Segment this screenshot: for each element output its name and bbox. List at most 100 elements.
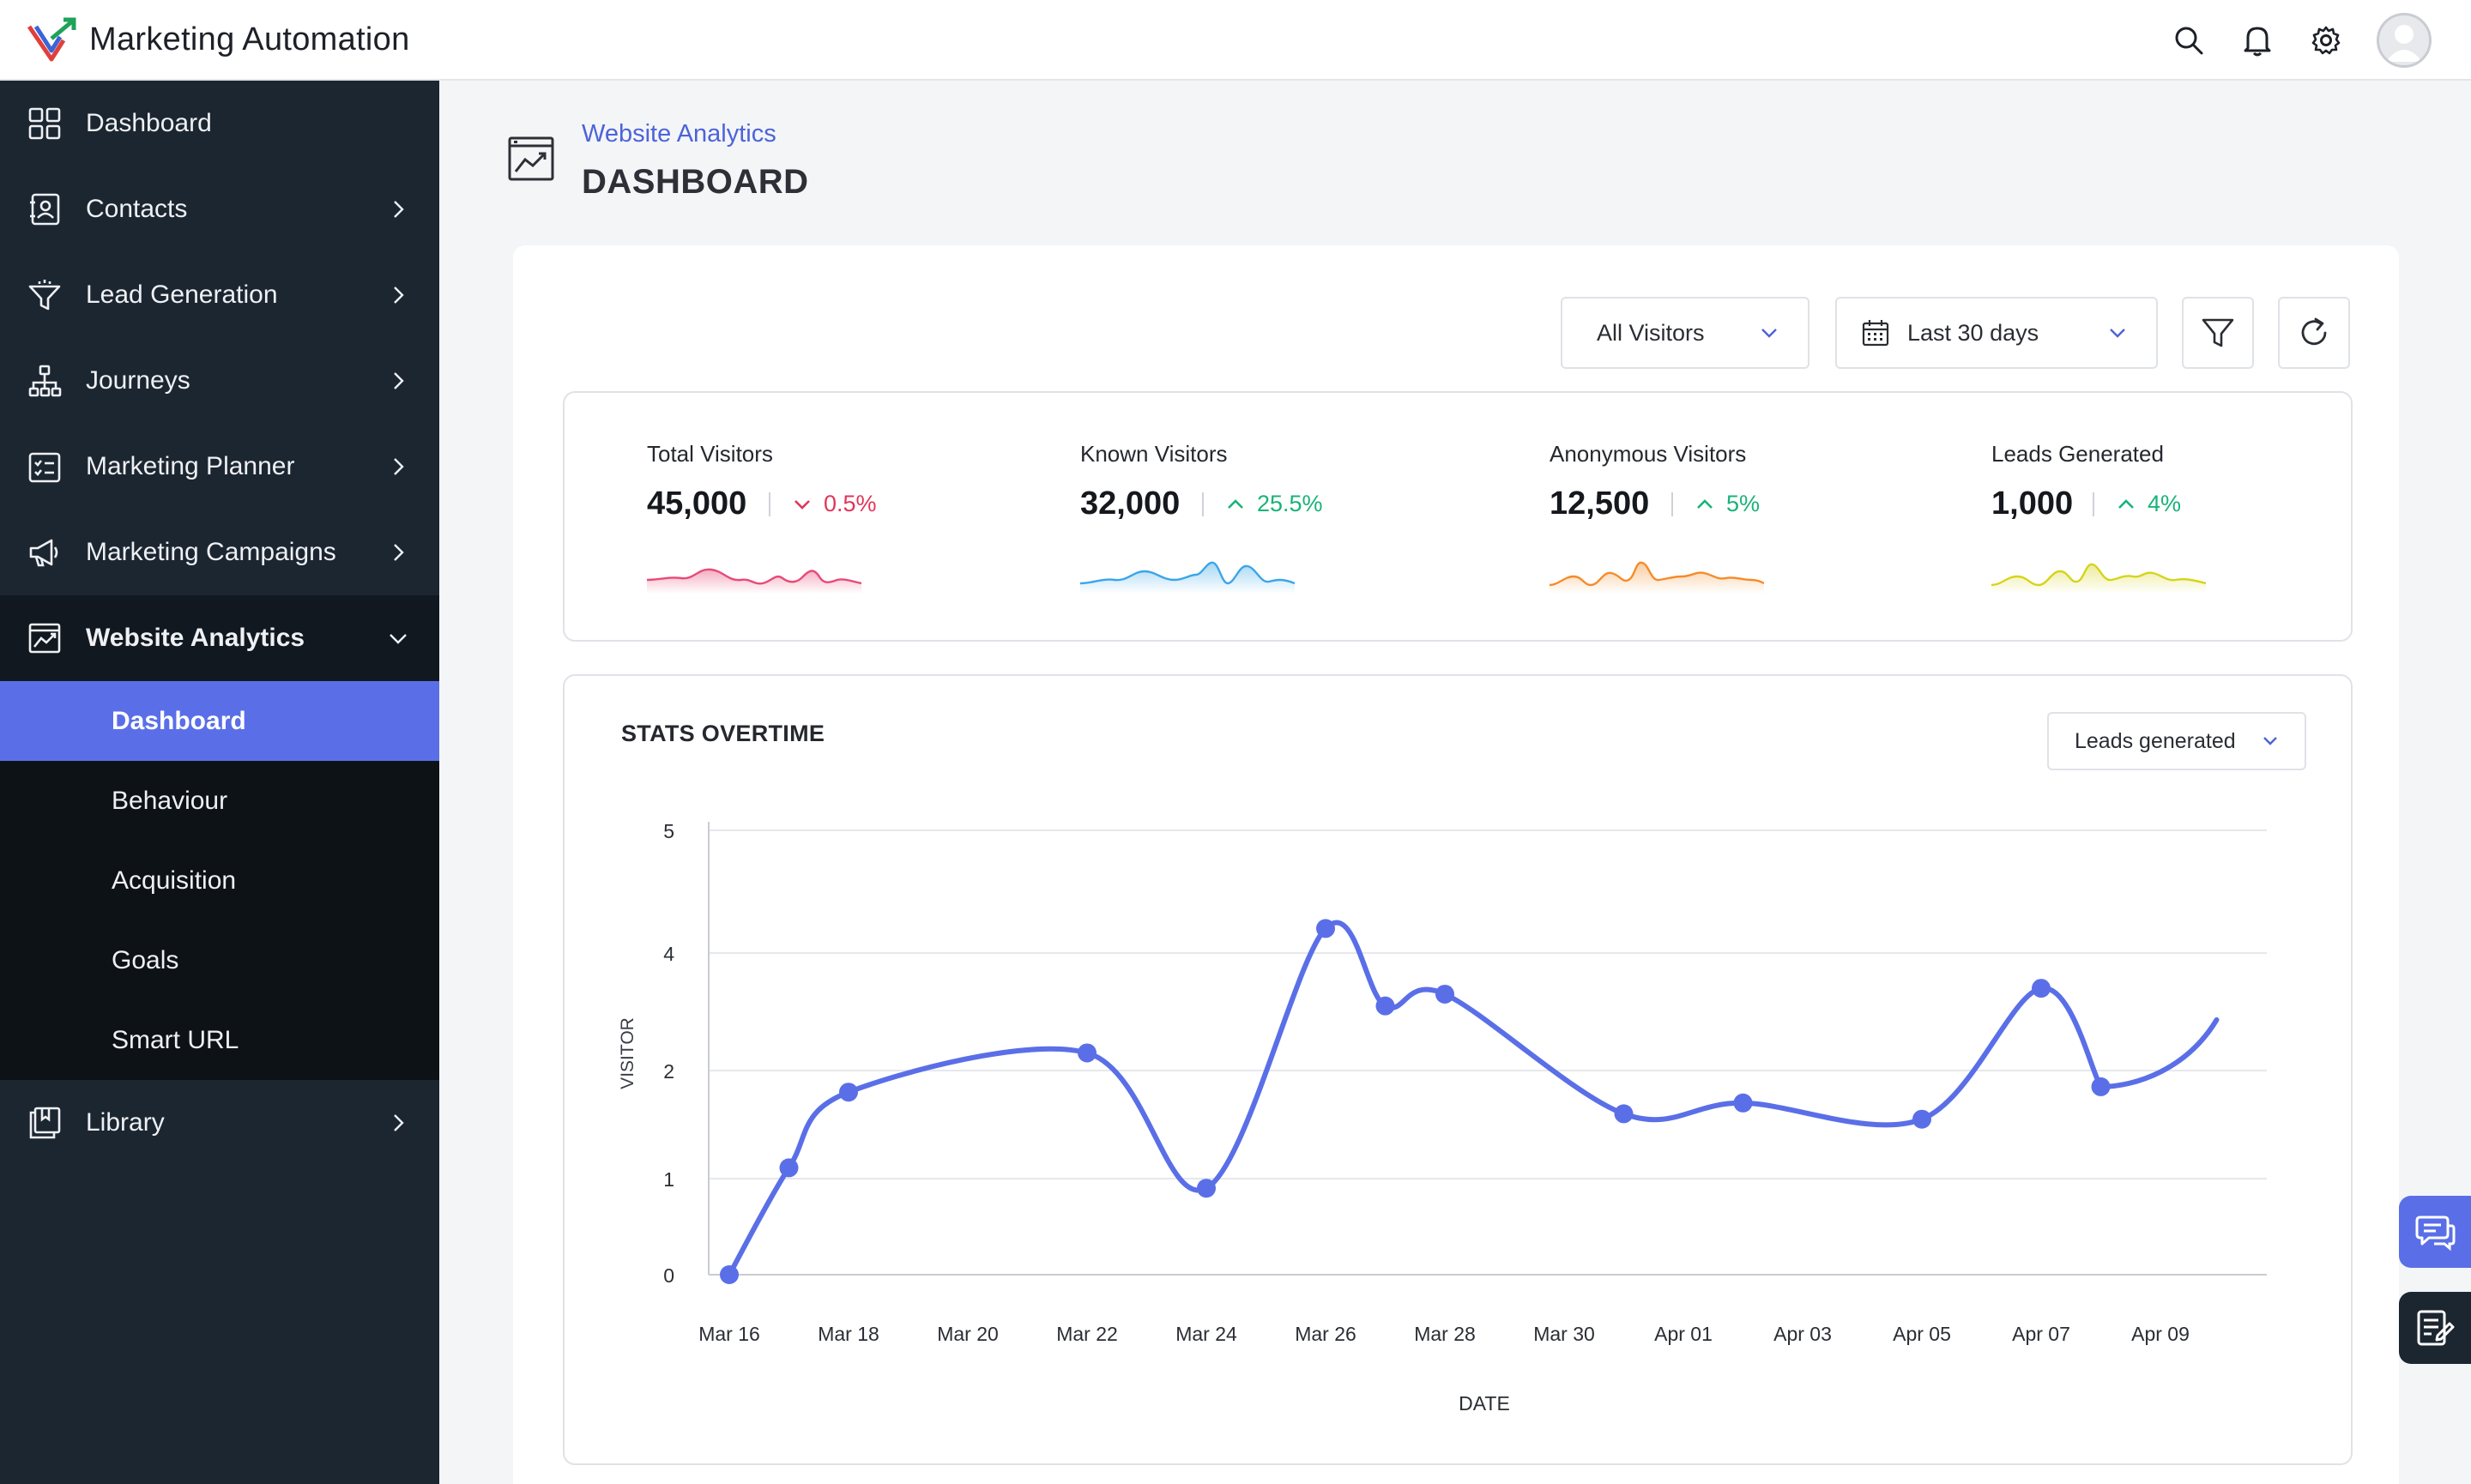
x-axis-title: DATE [1459, 1392, 1510, 1415]
visitor-type-value: All Visitors [1597, 319, 1705, 346]
app-logo[interactable] [26, 16, 79, 63]
sidebar-subitem-dashboard[interactable]: Dashboard [0, 681, 439, 761]
refresh-button[interactable] [2278, 297, 2350, 369]
grid-icon [26, 105, 63, 142]
x-tick-label: Apr 01 [1654, 1323, 1713, 1345]
chevron-down-icon [2263, 737, 2277, 745]
refresh-icon [2301, 317, 2327, 346]
metrics-panel: Total Visitors 45,000 0.5% Known Visitor… [563, 391, 2353, 642]
sidebar-subitem-label: Smart URL [112, 1025, 239, 1054]
sidebar-item-contacts[interactable]: Contacts [0, 166, 439, 252]
data-point [779, 1158, 799, 1178]
metric-change-value: 5% [1726, 491, 1761, 516]
metric-change-value: 25.5% [1257, 491, 1323, 516]
data-point [1614, 1104, 1634, 1124]
chart-trend-icon [26, 619, 63, 657]
sidebar-subitem-behaviour[interactable]: Behaviour [0, 761, 439, 841]
chevron-right-icon [394, 458, 404, 475]
breadcrumb[interactable]: Website Analytics [582, 120, 776, 148]
chevron-right-icon [394, 201, 404, 218]
metric-separator [1202, 492, 1204, 516]
date-range-dropdown[interactable]: Last 30 days [1835, 297, 2158, 369]
sidebar-subitem-smart-url[interactable]: Smart URL [0, 1000, 439, 1080]
stats-line-chart[interactable]: 5 4 2 1 0 Mar 16 Mar 18 Mar 20 Mar 22 Mar 24 Mar 2… [565, 676, 2354, 1467]
sidebar-subitem-acquisition[interactable]: Acquisition [0, 841, 439, 920]
sidebar-item-label: Library [86, 1108, 165, 1137]
sidebar-item-label: Marketing Campaigns [86, 538, 336, 566]
sidebar-item-marketing-campaigns[interactable]: Marketing Campaigns [0, 510, 439, 595]
data-point [1375, 996, 1395, 1016]
arrow-up-icon [1228, 498, 1243, 509]
metric-change: 0.5% [793, 491, 877, 517]
data-point [1912, 1109, 1931, 1129]
stats-overtime-panel: 5 4 2 1 0 Mar 16 Mar 18 Mar 20 Mar 22 Mar 24 Mar 2… [563, 674, 2353, 1465]
chevron-down-icon [1761, 329, 1777, 338]
x-tick-label: Mar 26 [1295, 1323, 1356, 1345]
metric-value: 45,000 [647, 486, 747, 522]
data-point [1435, 984, 1454, 1004]
search-icon[interactable] [2171, 22, 2207, 58]
y-tick-label: 1 [663, 1168, 674, 1191]
chart-title: STATS OVERTIME [621, 721, 825, 746]
metric-label: Total Visitors [647, 441, 773, 467]
sidebar-item-label: Website Analytics [86, 624, 305, 652]
chart-metric-value: Leads generated [2075, 728, 2236, 753]
x-tick-label: Mar 22 [1056, 1323, 1118, 1345]
notes-button[interactable] [2399, 1292, 2471, 1364]
sidebar-item-dashboard[interactable]: Dashboard [0, 81, 439, 166]
chevron-right-icon [394, 287, 404, 304]
sidebar-subitem-label: Dashboard [112, 706, 246, 735]
sparkline-total-visitors [647, 568, 861, 594]
x-tick-label: Mar 28 [1414, 1323, 1476, 1345]
x-tick-label: Mar 20 [937, 1323, 999, 1345]
visitor-type-dropdown[interactable]: All Visitors [1561, 297, 1809, 369]
series-line [727, 920, 2220, 1277]
date-range-value: Last 30 days [1907, 319, 2039, 346]
metric-change-value: 4% [2148, 491, 2182, 516]
sidebar-subitem-label: Acquisition [112, 866, 237, 895]
x-tick-label: Mar 16 [698, 1323, 760, 1345]
sidebar-item-lead-generation[interactable]: Lead Generation [0, 252, 439, 338]
data-point [1316, 919, 1335, 938]
arrow-down-icon [794, 499, 810, 510]
data-point [1733, 1093, 1753, 1113]
y-tick-label: 2 [663, 1060, 674, 1083]
x-tick-label: Mar 30 [1533, 1323, 1595, 1345]
hierarchy-icon [26, 362, 63, 400]
gear-icon[interactable] [2308, 22, 2344, 58]
sidebar-item-label: Journeys [86, 366, 190, 395]
sidebar-item-journeys[interactable]: Journeys [0, 338, 439, 424]
x-tick-label: Apr 05 [1893, 1323, 1951, 1345]
metric-separator [2093, 492, 2094, 516]
chevron-right-icon [394, 1114, 404, 1131]
website-analytics-submenu: Dashboard Behaviour Acquisition Goals Sm… [0, 681, 439, 1080]
chevron-down-icon [2110, 329, 2125, 338]
sparkline-leads-generated [1991, 563, 2206, 594]
avatar[interactable] [2377, 13, 2432, 68]
metric-value: 32,000 [1080, 486, 1181, 522]
chat-button[interactable] [2399, 1196, 2471, 1268]
sidebar-item-marketing-planner[interactable]: Marketing Planner [0, 424, 439, 510]
x-tick-label: Mar 24 [1175, 1323, 1237, 1345]
metric-change: 5% [1695, 491, 1760, 517]
arrow-up-icon [2118, 498, 2134, 509]
top-bar: Marketing Automation [0, 0, 2471, 81]
chart-metric-dropdown[interactable]: Leads generated [2047, 712, 2306, 770]
y-tick-label: 5 [663, 820, 674, 842]
app-title: Marketing Automation [89, 21, 410, 57]
calendar-icon [1862, 320, 1889, 347]
sparkline-known-visitors [1080, 561, 1295, 594]
y-tick-label: 4 [663, 943, 674, 965]
data-point [1078, 1043, 1097, 1063]
metric-label: Known Visitors [1080, 441, 1228, 467]
sidebar-subitem-goals[interactable]: Goals [0, 920, 439, 1000]
arrow-up-icon [1697, 498, 1713, 509]
chart-trend-icon [508, 136, 554, 181]
x-tick-label: Apr 09 [2131, 1323, 2190, 1345]
sidebar-subitem-label: Goals [112, 945, 179, 974]
sidebar-item-website-analytics[interactable]: Website Analytics [0, 595, 439, 681]
filter-button[interactable] [2182, 297, 2254, 369]
bell-icon[interactable] [2239, 22, 2275, 58]
sidebar-item-library[interactable]: Library [0, 1080, 439, 1166]
sidebar-item-label: Marketing Planner [86, 452, 295, 480]
